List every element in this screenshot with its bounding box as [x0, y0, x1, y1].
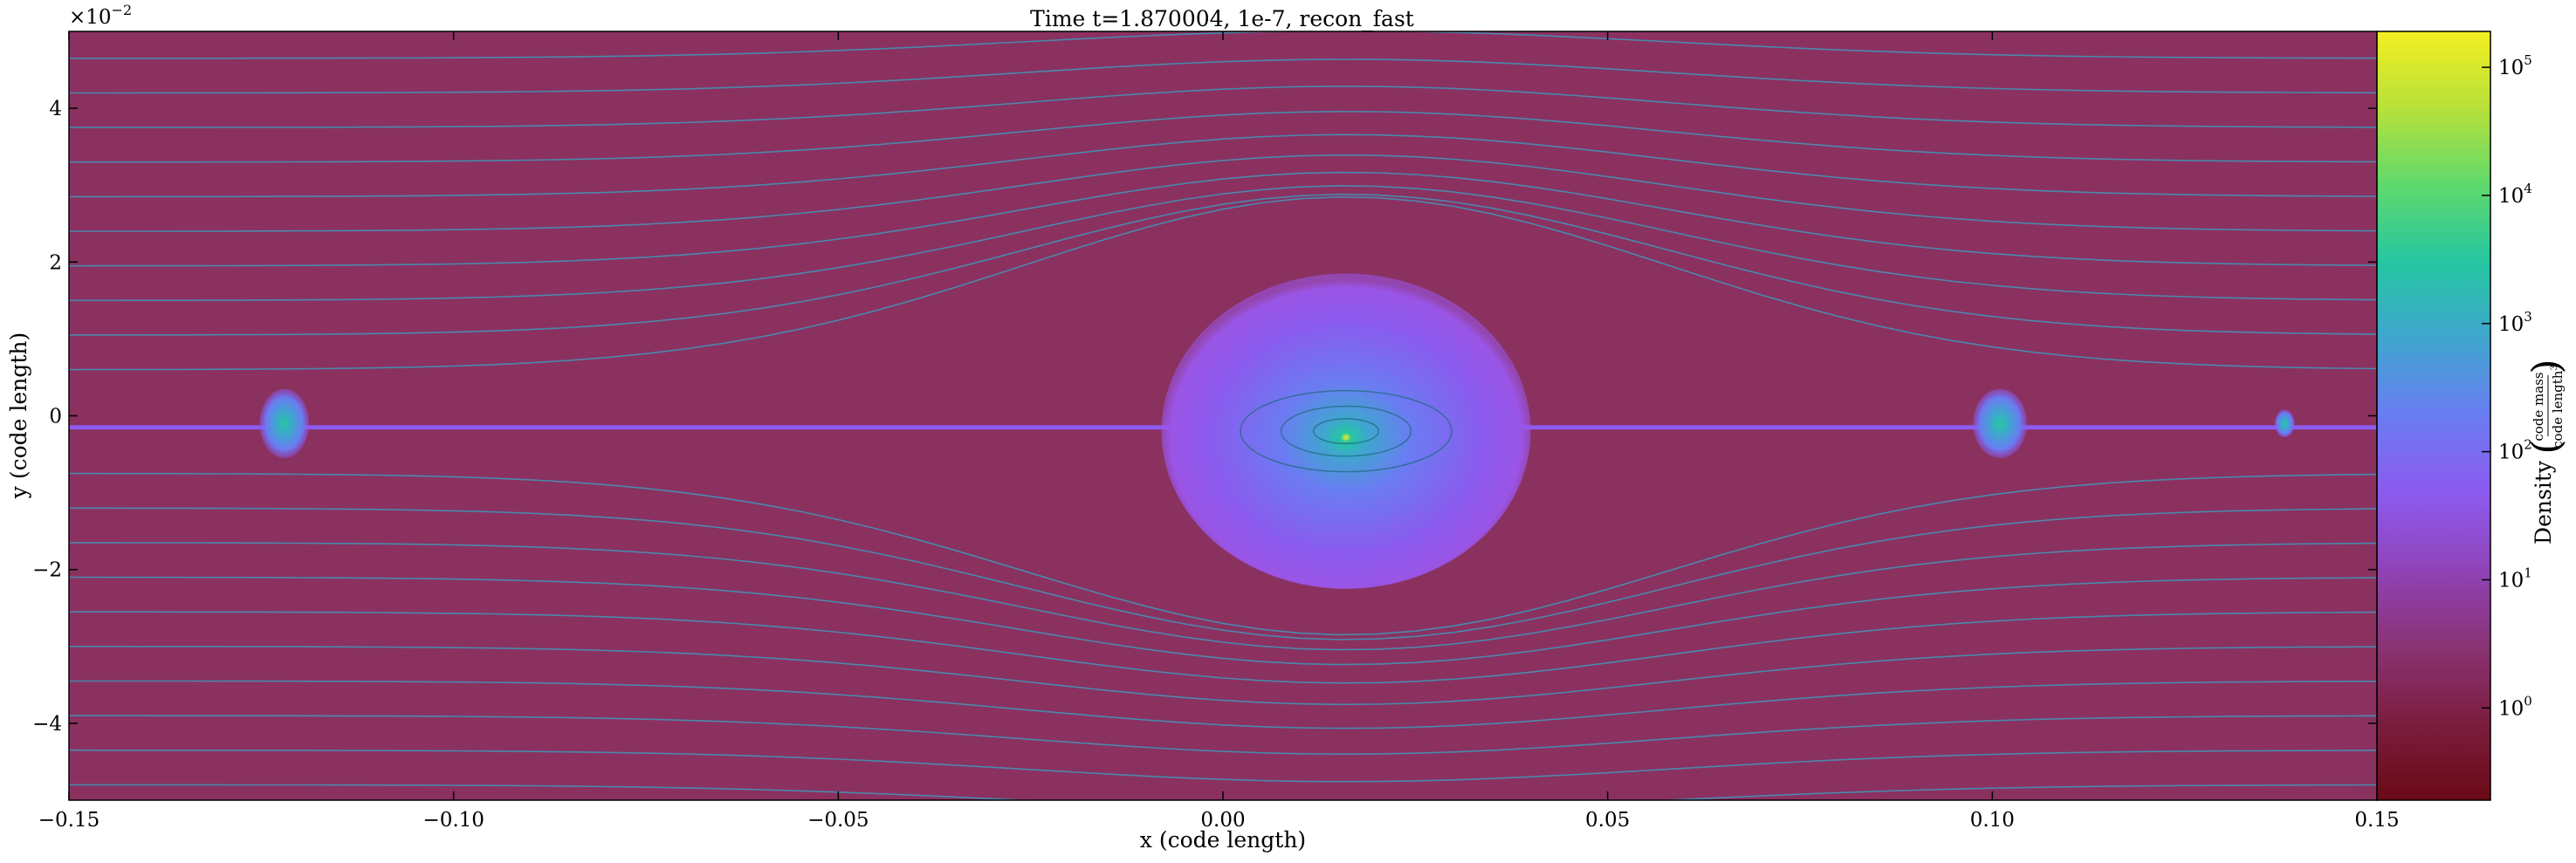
- y-axis-offset: ×10−2: [69, 2, 132, 29]
- streamline: [69, 195, 2377, 371]
- streamline: [69, 185, 2377, 302]
- colorbar-tick-base: 10: [2498, 442, 2524, 464]
- colorbar-unit-denominator: code length3: [2550, 365, 2566, 449]
- streamline: [69, 611, 2377, 684]
- streamline: [69, 784, 2377, 800]
- y-tick-label: 4: [49, 98, 62, 120]
- streamline: [69, 749, 2377, 783]
- colorbar-unit-numerator: code mass: [2531, 372, 2546, 441]
- streamline: [69, 542, 2377, 651]
- streamline: [69, 58, 2377, 94]
- colorbar-tick-base: 10: [2498, 697, 2524, 720]
- y-tick-label: −4: [32, 713, 62, 736]
- density-features: [259, 273, 2295, 589]
- streamline: [69, 154, 2377, 232]
- colorbar-tick-base: 10: [2498, 57, 2524, 79]
- colorbar-tick-label: 102: [2498, 437, 2532, 464]
- x-tick-label: −0.10: [422, 809, 484, 832]
- colorbar-label-text: Density: [2531, 460, 2556, 545]
- right-clump: [1973, 388, 2027, 458]
- colorbar-label: Density ( code mass code length3 ): [2524, 359, 2569, 545]
- streamline: [69, 645, 2377, 706]
- y-tick-label: 0: [49, 406, 62, 428]
- colorbar-tick-base: 10: [2498, 569, 2524, 592]
- colorbar-unit-power: 3: [2550, 365, 2559, 370]
- colorbar-tick-exponent: 3: [2524, 309, 2532, 325]
- x-tick-label: −0.15: [38, 809, 100, 832]
- colorbar-tick-exponent: 2: [2524, 437, 2532, 453]
- colorbar-tick-base: 10: [2498, 185, 2524, 208]
- disk-contour: [1313, 418, 1379, 445]
- y-axis-offset-base: ×10: [69, 6, 112, 29]
- colorbar-bar: [2376, 31, 2491, 801]
- colorbar-unit-denominator-base: code length: [2550, 370, 2566, 449]
- streamline: [69, 110, 2377, 163]
- x-tick-label: 0.15: [2354, 809, 2399, 832]
- streamline: [69, 472, 2377, 636]
- chart-title: Time t=1.870004, 1e-7, recon_fast: [1030, 6, 1414, 31]
- streamline: [69, 507, 2377, 640]
- x-tick-label: 0.10: [1970, 809, 2015, 832]
- streamlines: [69, 31, 2377, 800]
- colorbar-tick-label: 101: [2498, 565, 2532, 592]
- x-tick-label: 0.00: [1200, 809, 1245, 832]
- y-tick-label: 2: [49, 251, 62, 274]
- streamline: [69, 576, 2377, 666]
- central-disk: [1161, 273, 1531, 589]
- y-axis-label: y (code length): [6, 332, 31, 499]
- streamline: [69, 86, 2377, 128]
- colorbar-tick-exponent: 1: [2524, 565, 2532, 580]
- plot-area: [69, 31, 2377, 800]
- x-axis: −0.15 −0.10 −0.05 0.00 0.05 0.10 0.15: [38, 31, 2400, 832]
- left-clump: [259, 388, 309, 458]
- y-axis: −4 −2 0 2 4: [32, 98, 2377, 736]
- colorbar-unit-close-paren: ): [2524, 359, 2569, 373]
- x-axis-label: x (code length): [1140, 827, 1306, 853]
- colorbar-tick-exponent: 4: [2524, 181, 2532, 196]
- colorbar-tick-label: 105: [2498, 52, 2532, 79]
- colorbar-tick-label: 100: [2498, 693, 2532, 720]
- small-clump: [2274, 409, 2295, 438]
- colorbar-tick-exponent: 5: [2524, 52, 2532, 68]
- colorbar-tick-label: 103: [2498, 309, 2532, 336]
- colorbar-unit-open-paren: (: [2524, 439, 2569, 454]
- colorbar-tick-exponent: 0: [2524, 693, 2532, 709]
- streamline: [69, 134, 2377, 198]
- y-axis-offset-exponent: −2: [112, 2, 133, 18]
- x-tick-label: 0.05: [1585, 809, 1630, 832]
- colorbar-tick-label: 104: [2498, 181, 2532, 208]
- streamline: [69, 193, 2377, 336]
- streamline: [69, 715, 2377, 756]
- disk-contour: [1240, 389, 1453, 473]
- y-tick-label: −2: [32, 559, 62, 582]
- streamline: [69, 171, 2377, 267]
- colorbar-tick-base: 10: [2498, 313, 2524, 336]
- x-tick-label: −0.05: [807, 809, 869, 832]
- streamline: [69, 680, 2377, 729]
- disk-contour: [1280, 405, 1412, 457]
